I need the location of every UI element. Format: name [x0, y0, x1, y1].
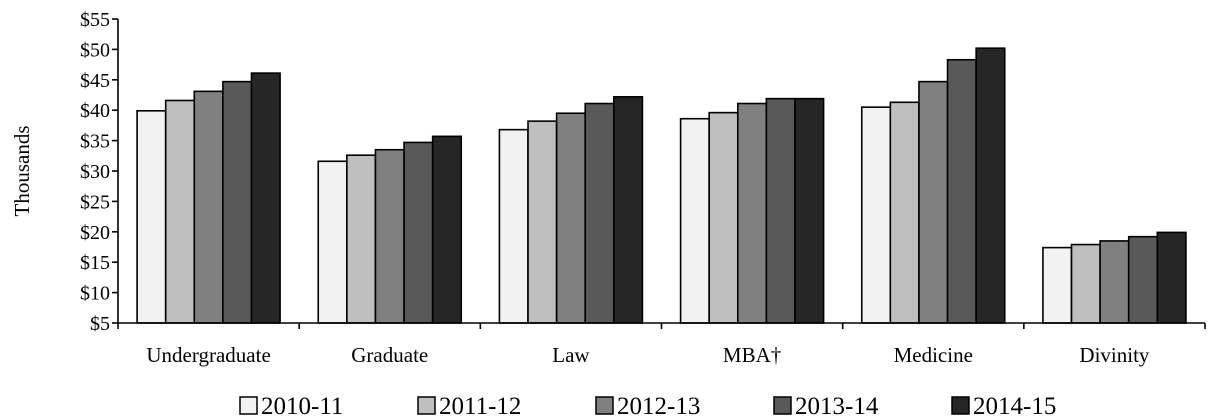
y-tick-label: $55	[80, 9, 110, 31]
y-tick-label: $15	[80, 252, 110, 274]
bar-2013-14-Law	[584, 102, 615, 324]
x-category-label: MBA†	[723, 343, 781, 367]
y-tick-label: $40	[80, 100, 110, 122]
bar-2014-15-Undergraduate	[250, 72, 281, 324]
bar-2010-11-Divinity	[1042, 246, 1073, 324]
legend-swatch	[595, 396, 614, 415]
y-tick-label: $10	[80, 283, 110, 305]
y-tick-label: $25	[80, 191, 110, 213]
bar-2012-13-Divinity	[1099, 240, 1130, 324]
legend-label: 2010-11	[261, 393, 343, 420]
y-axis-title: Thousands	[10, 126, 34, 217]
bar-2011-12-Medicine	[889, 101, 920, 324]
bar-2010-11-Undergraduate	[136, 110, 167, 324]
bar-2012-13-Law	[555, 112, 587, 324]
legend-label: 2013-14	[795, 393, 879, 420]
bar-2014-15-MBA†	[794, 97, 825, 324]
legend-swatch	[417, 396, 436, 415]
x-category-label: Medicine	[894, 343, 973, 367]
x-category-label: Undergraduate	[146, 343, 270, 367]
legend-label: 2014-15	[973, 393, 1056, 420]
legend-label: 2011-12	[439, 393, 521, 420]
bar-2011-12-Divinity	[1070, 243, 1101, 324]
bar-2012-13-Medicine	[918, 80, 949, 324]
bar-2013-14-Graduate	[403, 141, 434, 324]
bar-2013-14-MBA†	[765, 97, 796, 324]
bar-2014-15-Law	[613, 96, 644, 324]
bar-2013-14-Undergraduate	[222, 80, 253, 324]
bar-2012-13-Graduate	[374, 148, 405, 324]
y-axis-ticks: $5 $10 $15 $20 $25 $30 $35 $40 $45 $50 $55	[80, 9, 118, 335]
bar-2012-13-Undergraduate	[193, 90, 224, 324]
bars	[136, 47, 1187, 324]
legend: 2010-11 2011-12 2012-13 2013-14 2014-15	[239, 393, 1056, 420]
y-tick-label: $20	[80, 222, 110, 244]
y-tick-label: $35	[80, 131, 110, 153]
x-category-label: Law	[552, 343, 590, 367]
bar-2010-11-MBA†	[679, 117, 710, 324]
bar-2011-12-Graduate	[346, 154, 377, 324]
bar-2013-14-Divinity	[1127, 235, 1159, 324]
bar-2011-12-Law	[527, 120, 558, 324]
x-category-label: Graduate	[351, 343, 428, 367]
axes	[117, 19, 1206, 329]
y-tick-label: $30	[80, 161, 110, 183]
y-tick-label: $50	[80, 39, 110, 61]
bar-2013-14-Medicine	[946, 58, 977, 324]
bar-2014-15-Graduate	[431, 135, 463, 324]
y-tick-label: $5	[90, 313, 110, 335]
bar-2011-12-Undergraduate	[164, 99, 196, 324]
legend-label: 2012-13	[617, 393, 700, 420]
bar-2010-11-Law	[498, 128, 529, 324]
x-axis-labels: Undergraduate Graduate Law MBA† Medicine Divi…	[146, 343, 1150, 367]
bar-2014-15-Divinity	[1156, 231, 1187, 324]
y-tick-label: $45	[80, 70, 110, 92]
legend-swatch	[773, 396, 792, 415]
legend-swatch	[239, 396, 258, 415]
bar-2010-11-Medicine	[860, 106, 892, 324]
y-axis-title-group: Thousands	[10, 126, 34, 217]
x-category-label: Divinity	[1079, 343, 1150, 367]
bar-2014-15-Medicine	[975, 47, 1006, 324]
bar-2011-12-MBA†	[708, 111, 739, 324]
bar-2012-13-MBA†	[736, 102, 768, 324]
bar-2010-11-Graduate	[317, 160, 348, 324]
legend-swatch	[951, 396, 970, 415]
